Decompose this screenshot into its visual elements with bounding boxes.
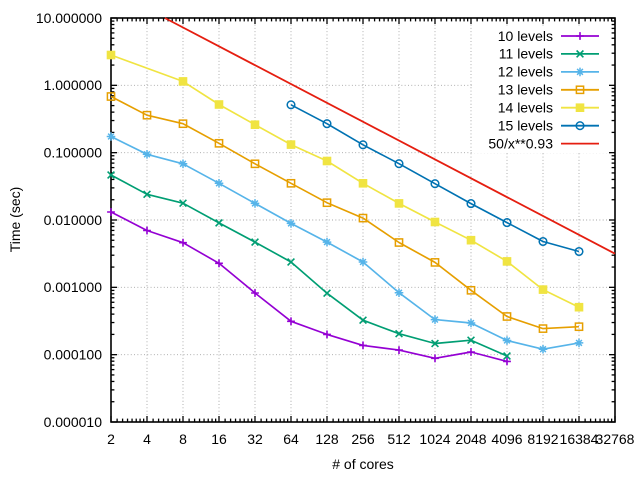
svg-text:4: 4: [143, 431, 151, 447]
svg-text:64: 64: [283, 431, 299, 447]
svg-text:10 levels: 10 levels: [498, 28, 553, 44]
svg-text:16384: 16384: [560, 431, 599, 447]
svg-text:0.000010: 0.000010: [44, 414, 103, 430]
svg-text:0.010000: 0.010000: [44, 212, 103, 228]
svg-text:12 levels: 12 levels: [498, 64, 553, 80]
svg-text:8192: 8192: [527, 431, 558, 447]
svg-text:1.000000: 1.000000: [44, 77, 103, 93]
svg-text:13 levels: 13 levels: [498, 82, 553, 98]
svg-text:Time (sec): Time (sec): [7, 187, 23, 253]
svg-text:2048: 2048: [455, 431, 486, 447]
svg-text:16: 16: [211, 431, 227, 447]
svg-text:2: 2: [107, 431, 115, 447]
svg-text:0.001000: 0.001000: [44, 279, 103, 295]
svg-text:256: 256: [351, 431, 375, 447]
svg-text:512: 512: [387, 431, 411, 447]
svg-text:50/x**0.93: 50/x**0.93: [488, 135, 553, 151]
svg-text:11 levels: 11 levels: [499, 46, 553, 62]
svg-text:14 levels: 14 levels: [498, 100, 553, 116]
svg-text:32: 32: [247, 431, 263, 447]
svg-text:8: 8: [179, 431, 187, 447]
svg-text:# of cores: # of cores: [332, 456, 393, 472]
svg-text:10.000000: 10.000000: [36, 10, 102, 26]
svg-text:1024: 1024: [419, 431, 450, 447]
svg-text:15 levels: 15 levels: [498, 118, 553, 134]
svg-text:4096: 4096: [491, 431, 522, 447]
svg-text:0.000100: 0.000100: [44, 347, 103, 363]
svg-text:0.100000: 0.100000: [44, 145, 103, 161]
svg-text:32768: 32768: [596, 431, 635, 447]
svg-text:128: 128: [315, 431, 339, 447]
